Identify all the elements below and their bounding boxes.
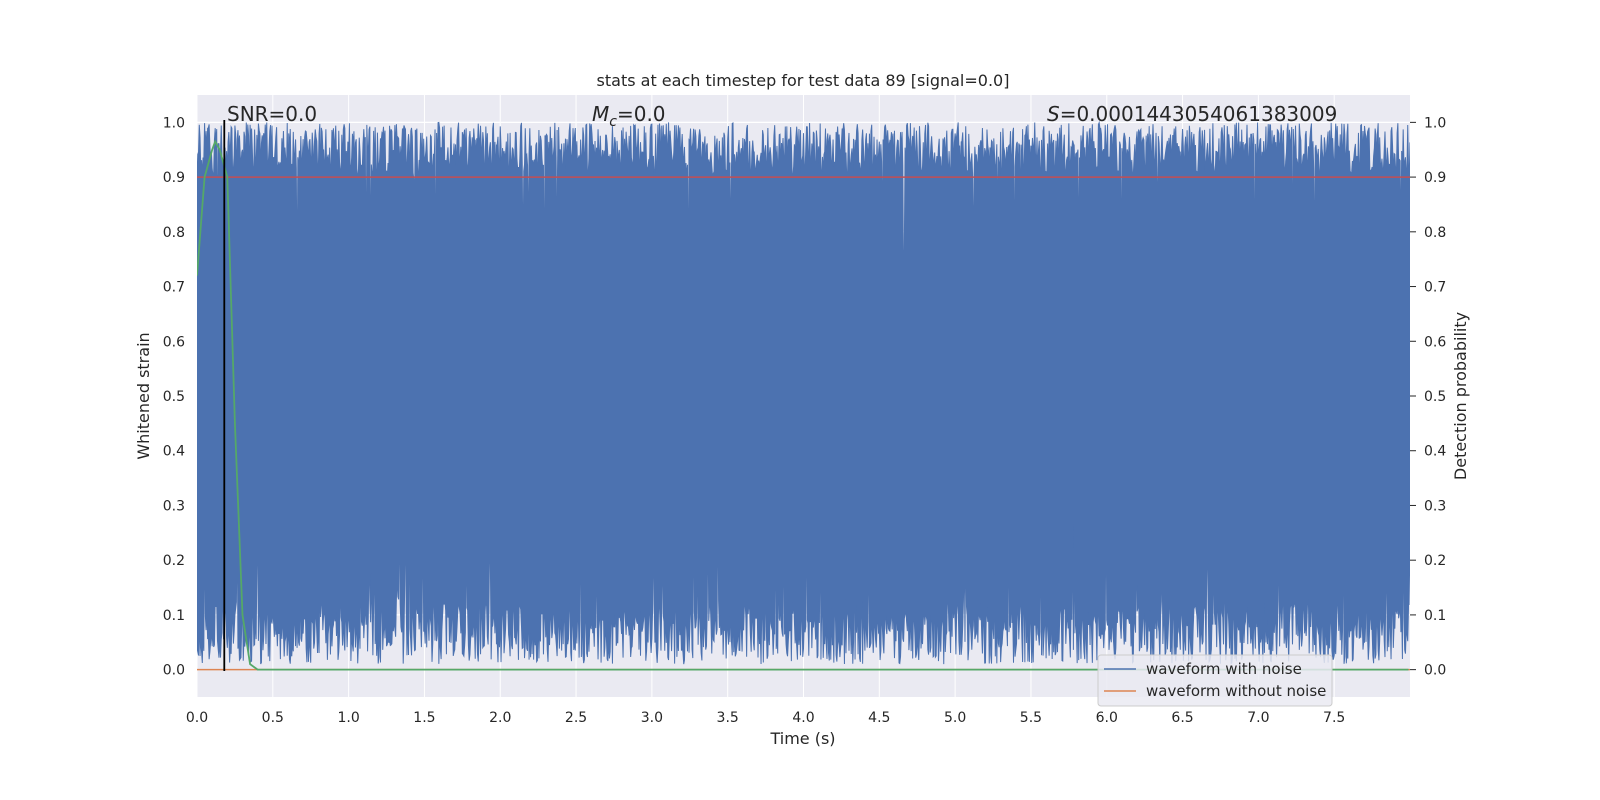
y-tick-label-right: 0.4: [1424, 444, 1446, 460]
y-tick-label-right: 0.2: [1424, 553, 1446, 569]
chirp-mass-subscript: c: [609, 114, 617, 130]
score-annotation: S=0.0001443054061383009: [1047, 102, 1337, 126]
legend-label-clean: waveform without noise: [1146, 682, 1326, 700]
y-tick-labels-left: 0.0 0.1 0.2 0.3 0.4 0.5 0.6 0.7 0.8 0.9 1.0: [163, 115, 185, 678]
x-tick-label: 2.5: [565, 710, 587, 726]
y-tick-label-left: 0.3: [163, 498, 185, 514]
legend: waveform with noise waveform without noi…: [1097, 654, 1333, 707]
score-value: =0.0001443054061383009: [1060, 102, 1338, 126]
noise-series: [197, 120, 1410, 665]
y-axis-label-right: Detection probability: [1451, 312, 1470, 480]
x-tick-label: 1.5: [413, 710, 435, 726]
chirp-mass-value: =0.0: [617, 102, 666, 126]
y-tick-label-left: 1.0: [163, 115, 185, 131]
x-tick-labels: 0.0 0.5 1.0 1.5 2.0 2.5 3.0 3.5 4.0 4.5 5.0 5.5 6.0 6…: [186, 710, 1345, 726]
y-tick-label-right: 0.0: [1424, 663, 1446, 679]
x-tick-label: 4.0: [792, 710, 814, 726]
x-tick-label: 6.0: [1096, 710, 1118, 726]
chart-title: stats at each timestep for test data 89 …: [597, 71, 1010, 90]
y-tick-label-left: 0.0: [163, 663, 185, 679]
x-axis-label: Time (s): [769, 729, 835, 748]
y-tick-label-left: 0.5: [163, 389, 185, 405]
y-tick-label-right: 0.7: [1424, 280, 1446, 296]
legend-label-noise: waveform with noise: [1146, 660, 1302, 678]
x-tick-label: 2.0: [489, 710, 511, 726]
noise-waveform: [197, 120, 1410, 665]
x-tick-label: 5.5: [1020, 710, 1042, 726]
y-tick-label-left: 0.8: [163, 225, 185, 241]
score-symbol: S: [1047, 102, 1060, 126]
detection-probability-line: [197, 139, 1409, 671]
snr-annotation: SNR=0.0: [227, 102, 317, 126]
y-axis-label-left: Whitened strain: [134, 332, 153, 459]
y-tick-label-right: 0.8: [1424, 225, 1446, 241]
x-tick-label: 1.0: [337, 710, 359, 726]
y-tick-label-left: 0.6: [163, 334, 185, 350]
x-tick-label: 4.5: [868, 710, 890, 726]
y-tick-label-left: 0.7: [163, 280, 185, 296]
y-tick-label-right: 0.1: [1424, 608, 1446, 624]
y-tick-label-right: 0.9: [1424, 170, 1446, 186]
y-tick-label-right: 0.6: [1424, 334, 1446, 350]
x-tick-label: 6.5: [1171, 710, 1193, 726]
y-tick-labels-right: 0.0 0.1 0.2 0.3 0.4 0.5 0.6 0.7 0.8 0.9 1.0: [1410, 115, 1446, 679]
chirp-mass-annotation: Mc=0.0: [592, 102, 666, 130]
chirp-mass-symbol: M: [592, 102, 609, 126]
x-tick-label: 3.5: [717, 710, 739, 726]
y-tick-label-right: 0.5: [1424, 389, 1446, 405]
legend-box: [1097, 654, 1333, 707]
y-tick-label-right: 1.0: [1424, 115, 1446, 131]
x-tick-label: 3.0: [641, 710, 663, 726]
x-tick-label: 0.0: [186, 710, 208, 726]
y-tick-label-left: 0.9: [163, 170, 185, 186]
x-tick-label: 0.5: [262, 710, 284, 726]
y-tick-label-right: 0.3: [1424, 498, 1446, 514]
x-tick-label: 7.5: [1323, 710, 1345, 726]
x-tick-label: 5.0: [944, 710, 966, 726]
y-tick-label-left: 0.2: [163, 553, 185, 569]
y-tick-label-left: 0.4: [163, 444, 185, 460]
y-tick-label-left: 0.1: [163, 608, 185, 624]
x-tick-label: 7.0: [1247, 710, 1269, 726]
